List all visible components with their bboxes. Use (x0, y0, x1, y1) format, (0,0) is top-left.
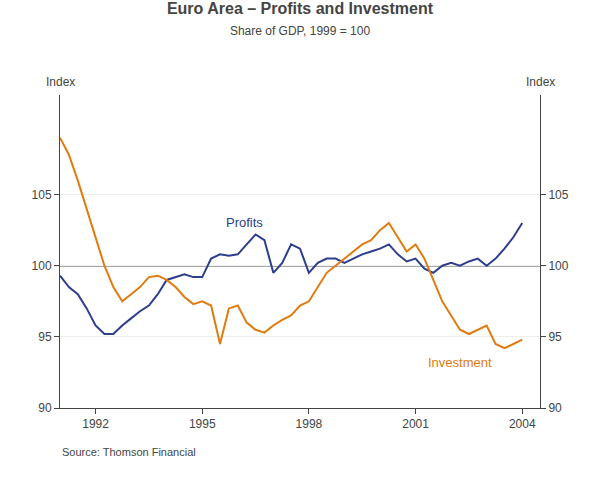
svg-text:1998: 1998 (296, 417, 323, 431)
svg-text:Profits: Profits (226, 215, 263, 230)
svg-text:105: 105 (548, 188, 568, 202)
svg-text:Investment: Investment (428, 355, 492, 370)
svg-text:95: 95 (38, 330, 52, 344)
svg-text:2001: 2001 (402, 417, 429, 431)
svg-text:100: 100 (32, 259, 52, 273)
svg-text:95: 95 (548, 330, 562, 344)
svg-text:Index: Index (46, 75, 75, 89)
svg-text:100: 100 (548, 259, 568, 273)
svg-text:1992: 1992 (82, 417, 109, 431)
svg-text:Source: Thomson Financial: Source: Thomson Financial (62, 446, 196, 458)
svg-text:90: 90 (38, 401, 52, 415)
svg-text:90: 90 (548, 401, 562, 415)
svg-text:105: 105 (32, 188, 52, 202)
svg-text:Euro Area – Profits and Invest: Euro Area – Profits and InvestmentShare … (167, 0, 434, 38)
svg-text:2004: 2004 (509, 417, 536, 431)
svg-text:1995: 1995 (189, 417, 216, 431)
svg-text:Index: Index (526, 75, 555, 89)
